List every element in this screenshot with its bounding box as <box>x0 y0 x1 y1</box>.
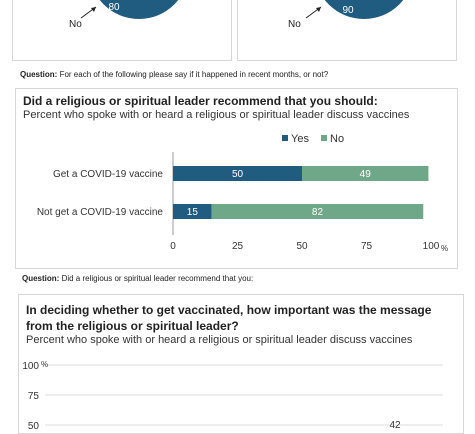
bar-yes <box>173 204 212 219</box>
bar-no <box>302 166 429 181</box>
y-unit-label: % <box>41 360 48 369</box>
question-prefix: Question: <box>22 274 60 283</box>
bar-value-label: 82 <box>312 207 324 218</box>
pie-leader-arrow <box>91 7 96 12</box>
question-note-2: Question: Did a religious or spiritual l… <box>22 274 253 283</box>
legend-swatch-yes <box>282 135 288 141</box>
bar-no <box>211 204 424 219</box>
chart-subtitle: Percent who spoke with or heard a religi… <box>26 334 413 346</box>
pie-slice-yes <box>99 0 179 19</box>
legend-label-no: No <box>330 133 344 145</box>
question-prefix: Question: <box>20 70 58 79</box>
pie-chart-panel-right: No 90 <box>237 0 457 61</box>
pie-no-label: No <box>288 19 301 30</box>
pie-value-label: 90 <box>342 5 354 16</box>
pie-leader-arrow <box>316 7 321 12</box>
legend-swatch-no <box>321 135 327 141</box>
pie-chart-panel-left: No 80 <box>12 0 232 61</box>
x-unit-label: % <box>441 244 448 253</box>
category-label: Not get a COVID-19 vaccine <box>37 207 164 218</box>
bar-value-label: 49 <box>360 169 372 180</box>
x-tick-label: 0 <box>170 241 176 252</box>
x-tick-label: 75 <box>361 241 373 252</box>
bar-value-label: 15 <box>187 207 199 218</box>
pie-chart-left: No 80 <box>69 0 179 30</box>
chart-title-line2: from the religious or spiritual leader? <box>26 319 239 333</box>
x-tick-label: 100 <box>423 241 440 252</box>
bar-value-label: 50 <box>232 169 244 180</box>
question-note-1: Question: For each of the following plea… <box>20 70 328 79</box>
x-tick-label: 25 <box>232 241 244 252</box>
pie-value-label: 80 <box>108 2 120 13</box>
category-label: Get a COVID-19 vaccine <box>53 169 163 180</box>
bar-chart-panel: Did a religious or spiritual leader reco… <box>15 88 458 269</box>
pie-slice-yes <box>324 0 404 19</box>
pie-no-label: No <box>69 19 82 30</box>
chart-title-line1: In deciding whether to get vaccinated, h… <box>26 303 432 317</box>
pie-chart-right: No 90 <box>288 0 404 30</box>
bar-chart: Yes No Get a COVID-19 vaccine 50 49 Not get a… <box>37 133 448 253</box>
chart-subtitle: Percent who spoke with or heard a religi… <box>23 109 410 121</box>
x-tick-label: 50 <box>296 241 308 252</box>
chart-title: Did a religious or spiritual leader reco… <box>23 94 378 108</box>
importance-chart-panel: In deciding whether to get vaccinated, h… <box>18 294 464 434</box>
y-tick-label: 75 <box>28 391 40 402</box>
y-tick-label: 50 <box>28 421 40 432</box>
legend-label-yes: Yes <box>291 133 309 145</box>
question-text: For each of the following please say if … <box>57 70 329 79</box>
y-tick-label: 100 <box>22 361 39 372</box>
question-text: Did a religious or spiritual leader reco… <box>59 274 254 283</box>
bar-yes <box>173 166 302 181</box>
